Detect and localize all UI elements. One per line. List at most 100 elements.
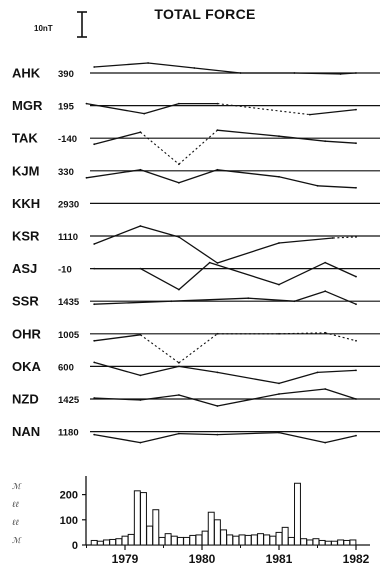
station-ssr: SSR 1435 — [12, 290, 380, 309]
hist-bar — [127, 533, 135, 546]
hist-x-tick-label: 1979 — [112, 552, 139, 566]
series-segment — [178, 169, 218, 184]
data-point — [355, 339, 357, 342]
series-segment — [140, 432, 180, 444]
station-asj: ASJ -10 — [12, 261, 380, 291]
hist-bar — [133, 490, 141, 546]
series-segment — [324, 262, 357, 278]
series-segment — [278, 371, 318, 385]
chart-title: TOTAL FORCE — [154, 6, 255, 22]
hist-y-tick-label: 200 — [60, 490, 78, 502]
hist-bar — [96, 540, 104, 546]
station-name: ASJ — [12, 261, 37, 276]
data-point — [355, 275, 357, 278]
hist-bar — [324, 540, 332, 546]
data-point — [316, 371, 319, 374]
station-panels: AHK 390 MGR 195 TAK -140 KJM 330 KKH 2930 KSR 1110 A… — [12, 62, 380, 444]
hist-y-label-glyph: ℓℓ — [12, 500, 19, 509]
series-segment — [309, 108, 357, 116]
series-segment — [325, 434, 357, 444]
series-segment — [94, 397, 141, 401]
hist-x-tick-label: 1982 — [343, 552, 370, 566]
hist-bar — [90, 539, 98, 546]
hist-bar — [152, 509, 160, 546]
station-nan: NAN 1180 — [12, 424, 380, 444]
series-segment — [317, 185, 357, 189]
data-point — [308, 113, 311, 116]
data-point — [216, 168, 219, 171]
hist-bar — [158, 536, 166, 546]
hist-bar — [337, 539, 345, 546]
hist-bar — [312, 538, 320, 546]
hist-bar — [349, 539, 357, 546]
series-segment — [171, 297, 249, 302]
data-point — [93, 339, 96, 342]
data-point — [216, 129, 219, 132]
station-name: AHK — [12, 66, 41, 81]
series-segment — [217, 103, 310, 116]
data-point — [93, 143, 96, 146]
series-segment — [217, 371, 280, 385]
station-baseline: 1005 — [58, 330, 80, 341]
data-point — [278, 175, 280, 178]
hist-bar — [109, 538, 117, 546]
hist-bar — [244, 534, 252, 546]
data-point — [93, 243, 96, 245]
hist-bar — [287, 536, 295, 546]
hist-y-tick-label: 0 — [72, 540, 78, 552]
data-point — [355, 142, 357, 145]
data-point — [293, 300, 296, 303]
series-segment — [324, 388, 357, 400]
data-point — [355, 303, 357, 306]
hist-bar — [232, 535, 240, 546]
hist-y-tick-label: 100 — [60, 515, 78, 527]
station-baseline: 330 — [58, 167, 74, 178]
series-segment — [324, 290, 357, 305]
series-segment — [294, 72, 341, 75]
station-name: TAK — [12, 131, 38, 146]
series-segment — [178, 129, 218, 165]
hist-bar — [226, 534, 234, 546]
hist-bar — [207, 511, 215, 546]
hist-y-label-glyph: ℓℓ — [12, 518, 19, 527]
series-segment — [94, 131, 141, 145]
series-segment — [140, 394, 179, 401]
station-name: NAN — [12, 424, 40, 439]
data-point — [85, 176, 88, 179]
series-segment — [278, 176, 318, 187]
station-baseline: 1435 — [58, 297, 80, 308]
station-ahk: AHK 390 — [12, 62, 380, 81]
series-segment — [217, 431, 280, 436]
data-point — [139, 225, 142, 227]
data-point — [355, 186, 357, 189]
hist-y-label-glyph: ℳ — [12, 536, 22, 545]
series-segment — [248, 297, 295, 302]
data-point — [93, 433, 96, 436]
station-name: KKH — [12, 196, 40, 211]
hist-bar — [170, 535, 178, 546]
series-segment — [178, 432, 218, 436]
series-segment — [140, 169, 180, 184]
scale-bar: 10nT — [34, 11, 87, 38]
data-point — [178, 361, 180, 364]
data-point — [247, 297, 250, 300]
station-baseline: 390 — [58, 69, 74, 80]
series-segment — [148, 62, 195, 69]
series-segment — [93, 225, 141, 245]
series-segment — [178, 394, 218, 407]
series-segment — [178, 365, 218, 374]
data-point — [85, 102, 88, 105]
data-point — [316, 184, 319, 187]
series-segment — [178, 333, 218, 364]
hist-bar — [281, 526, 289, 546]
data-point — [208, 261, 211, 264]
station-baseline: 1425 — [58, 395, 80, 406]
station-mgr: MGR 195 — [12, 98, 380, 116]
series-segment — [317, 369, 357, 374]
data-point — [278, 431, 280, 434]
station-name: SSR — [12, 294, 39, 309]
station-baseline: 195 — [58, 102, 75, 113]
hist-bar — [250, 534, 258, 546]
series-segment — [278, 237, 333, 244]
